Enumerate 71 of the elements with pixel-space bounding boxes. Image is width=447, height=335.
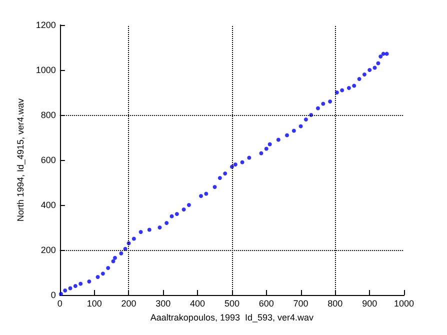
point [212,185,217,189]
point [259,151,264,156]
point [368,68,372,72]
point [63,288,68,292]
point [376,61,380,66]
y-tick-label: 0 [50,290,56,300]
x-tick-label: 900 [362,298,378,308]
point [264,146,268,151]
point [346,86,351,90]
point [240,160,244,164]
x-tick-label: 600 [258,298,274,308]
x-tick-label: 500 [224,298,240,308]
point [328,100,332,104]
y-tick-label: 1000 [36,65,56,75]
point [340,88,344,92]
point [204,192,208,196]
point [170,214,174,218]
y-tick-label: 400 [40,200,56,210]
point [174,212,179,216]
x-tick-label: 0 [57,298,62,308]
point [112,256,117,260]
x-tick-label: 800 [328,298,343,308]
point [96,275,100,279]
point [106,266,110,270]
point [268,142,272,146]
point [304,118,308,122]
y-axis-title: North 1994, Id_4915, ver4.wav [16,98,26,222]
point [223,172,228,176]
point [147,228,152,232]
point [132,236,136,241]
point [111,259,116,264]
x-tick-label: 1000 [394,298,414,308]
x-axis-title: Aaaltrakopoulos, 1993 Id_593, ver4.wav [150,312,314,322]
point [316,106,320,110]
point [357,77,362,81]
point [68,286,72,290]
y-tick-label: 600 [40,155,56,165]
point [362,72,366,76]
x-tick-label: 400 [190,298,206,308]
point [292,128,296,133]
point [186,203,191,207]
x-tick-label: 300 [156,298,171,308]
point [218,176,222,180]
point [199,194,203,198]
point [381,52,386,56]
point [285,133,290,138]
point [100,272,105,276]
y-tick-label: 800 [40,110,56,120]
point [321,102,326,106]
point [233,162,238,166]
x-tick-label: 100 [86,298,102,308]
point [138,230,143,234]
point [352,84,356,88]
x-tick-label: 700 [293,298,308,308]
point [119,251,124,256]
point [378,54,383,58]
x-tick-label: 200 [121,298,136,308]
y-tick-label: 200 [40,245,56,255]
point [87,280,92,284]
point [158,226,162,230]
point [372,66,377,70]
point [73,284,78,288]
point [182,208,186,212]
point [247,156,252,160]
point [164,221,169,225]
y-tick-label: 1200 [36,20,56,30]
point [276,138,280,142]
point [78,282,83,286]
point [298,124,303,128]
point [384,52,389,56]
point [334,90,339,94]
